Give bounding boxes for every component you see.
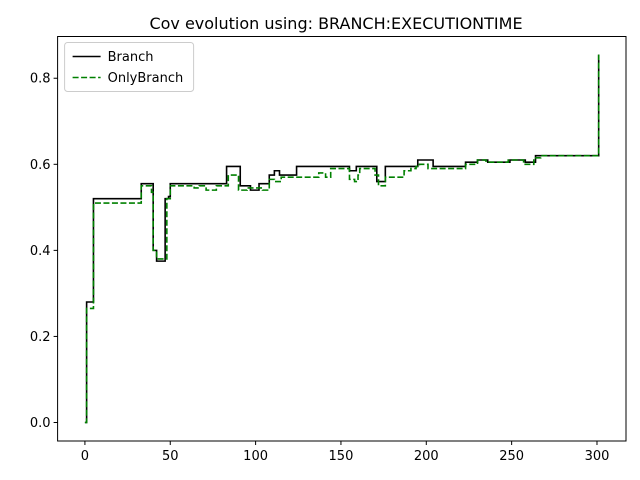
y-tick-label: 0.2: [30, 330, 51, 345]
legend: Branch OnlyBranch: [64, 42, 195, 92]
series-line-onlybranch: [84, 54, 600, 424]
x-tick-label: 0: [81, 449, 89, 464]
x-tick-label: 250: [499, 449, 524, 464]
y-tick-label: 0.8: [30, 72, 51, 87]
x-tick-label: 150: [329, 449, 354, 464]
x-axis-ticks: 0 50 100 150 200 250 300: [81, 441, 610, 464]
chart-title: Cov evolution using: BRANCH:EXECUTIONTIM…: [149, 14, 522, 33]
x-tick-label: 300: [585, 449, 610, 464]
legend-label: OnlyBranch: [108, 71, 184, 86]
series-line-branch: [84, 54, 600, 424]
legend-label: Branch: [108, 50, 154, 65]
series-layer: [84, 54, 600, 424]
x-tick-label: 200: [414, 449, 439, 464]
x-tick-label: 100: [243, 449, 268, 464]
y-tick-label: 0.6: [30, 158, 51, 173]
y-tick-label: 0.4: [30, 244, 51, 259]
y-axis-ticks: 0.0 0.2 0.4 0.6 0.8: [30, 72, 58, 431]
y-tick-label: 0.0: [30, 416, 51, 431]
axes-frame: [57, 36, 627, 442]
legend-box: [64, 42, 195, 92]
x-tick-label: 50: [162, 449, 179, 464]
